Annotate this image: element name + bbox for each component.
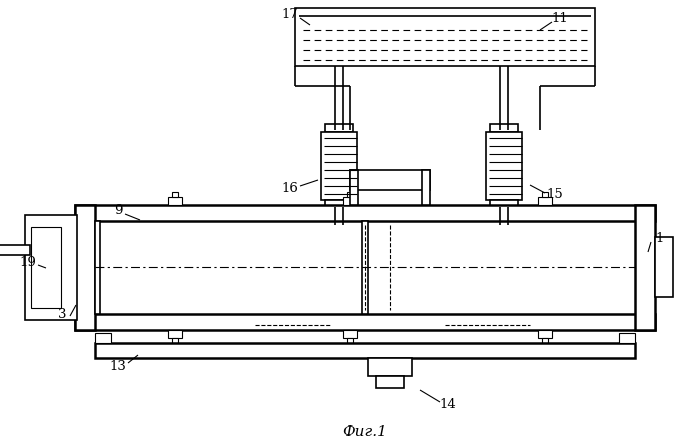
Bar: [538, 330, 552, 338]
Text: 1: 1: [656, 231, 664, 244]
Bar: [350, 170, 358, 205]
Bar: [168, 197, 182, 205]
Text: 14: 14: [440, 398, 456, 412]
Bar: [172, 338, 178, 343]
Text: Фиг.1: Фиг.1: [343, 425, 387, 439]
Text: 11: 11: [552, 12, 568, 25]
Bar: [655, 237, 673, 297]
Bar: [422, 170, 430, 205]
Bar: [362, 221, 368, 314]
Bar: [95, 221, 100, 314]
Bar: [490, 124, 518, 132]
Text: 15: 15: [547, 189, 563, 202]
Bar: [0, 245, 30, 255]
Text: 13: 13: [110, 359, 127, 372]
Text: 3: 3: [58, 309, 66, 322]
Bar: [343, 197, 357, 205]
Bar: [75, 205, 95, 330]
Bar: [635, 205, 655, 330]
Bar: [490, 200, 518, 207]
Text: 16: 16: [282, 182, 298, 194]
Bar: [31, 227, 61, 308]
Bar: [172, 192, 178, 197]
Bar: [538, 197, 552, 205]
Bar: [95, 333, 111, 343]
Bar: [542, 192, 548, 197]
Bar: [619, 333, 635, 343]
Bar: [368, 358, 412, 376]
Bar: [350, 170, 430, 190]
Bar: [325, 124, 353, 132]
Bar: [325, 200, 353, 207]
Bar: [347, 338, 353, 343]
Bar: [376, 376, 404, 388]
Bar: [343, 330, 357, 338]
Bar: [347, 192, 353, 197]
Text: 19: 19: [20, 256, 36, 268]
Bar: [95, 343, 635, 358]
Text: 9: 9: [114, 203, 122, 216]
Bar: [25, 215, 77, 320]
Bar: [168, 330, 182, 338]
Bar: [486, 132, 522, 200]
Bar: [321, 132, 357, 200]
Bar: [75, 314, 655, 330]
Bar: [542, 338, 548, 343]
Text: 17: 17: [282, 8, 298, 21]
Bar: [295, 8, 595, 66]
Bar: [75, 205, 655, 221]
